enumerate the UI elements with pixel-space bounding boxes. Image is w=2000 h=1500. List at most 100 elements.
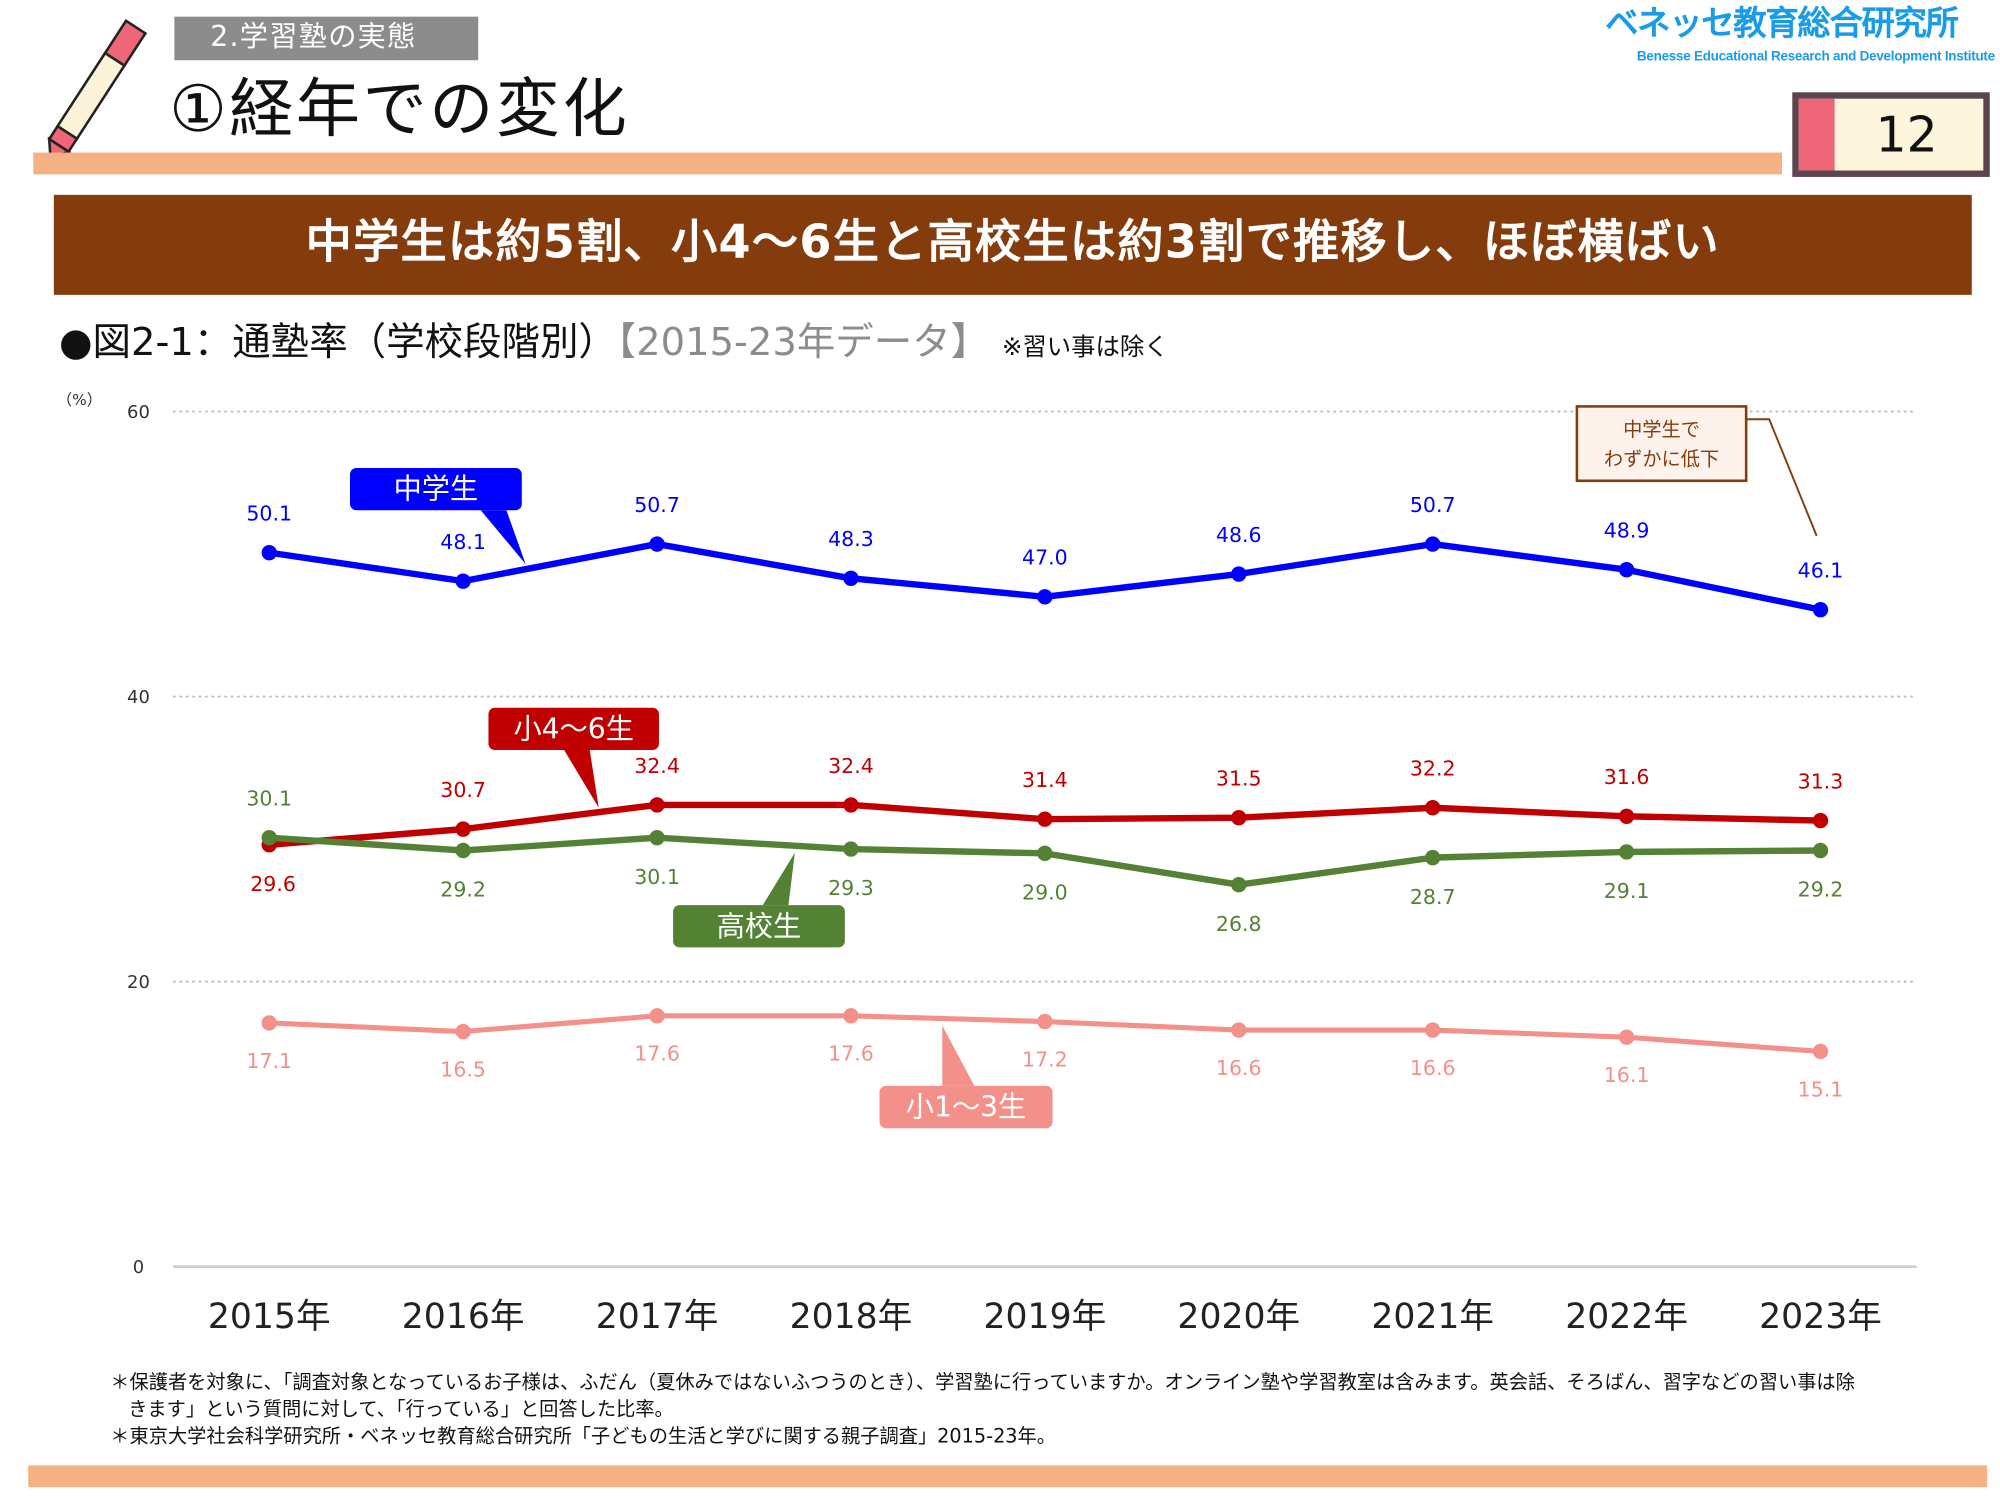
data-point — [455, 1023, 471, 1040]
x-tick-label: 2019年 — [984, 1297, 1107, 1337]
data-point — [1812, 1043, 1829, 1060]
page-number-badge: 12 — [1792, 92, 1990, 177]
callout-pointer — [564, 749, 599, 808]
data-label: 29.3 — [828, 876, 874, 900]
data-point — [649, 797, 665, 813]
data-point — [649, 536, 665, 552]
data-label: 16.6 — [1410, 1056, 1456, 1080]
data-label: 16.6 — [1216, 1056, 1262, 1080]
footnote-1: ＊保護者を対象に、「調査対象となっているお子様は、ふだん（夏休みではないふつうの… — [110, 1370, 1855, 1394]
annotation-box — [1575, 405, 1748, 483]
data-label: 15.1 — [1798, 1077, 1844, 1101]
footnote-1-cont: きます」という質問に対して、「行っている」と回答した比率。 — [128, 1397, 674, 1421]
y-tick-label: 40 — [127, 687, 150, 708]
data-label: 26.8 — [1216, 912, 1262, 936]
y-tick-label: 0 — [133, 1257, 144, 1278]
data-label: 17.2 — [1022, 1047, 1068, 1071]
series-callout — [879, 1085, 1053, 1129]
data-label: 30.1 — [246, 787, 292, 811]
x-tick-label: 2015年 — [208, 1297, 331, 1337]
data-point — [1812, 842, 1829, 859]
data-point — [1812, 601, 1829, 618]
data-label: 32.4 — [634, 754, 680, 778]
data-label: 30.1 — [634, 865, 680, 889]
data-point — [843, 570, 859, 586]
data-point — [1424, 536, 1441, 552]
data-label: 48.9 — [1604, 519, 1650, 543]
x-tick-label: 2020年 — [1177, 1297, 1300, 1337]
series-callout-label: 中学生 — [394, 473, 479, 506]
section-tag: 2.学習塾の実態 — [174, 16, 479, 61]
data-point — [1231, 1022, 1247, 1038]
callout-pointer — [762, 852, 795, 906]
data-label: 48.6 — [1216, 523, 1262, 547]
data-label: 31.4 — [1022, 768, 1068, 792]
data-point — [261, 1015, 277, 1031]
data-point — [649, 1008, 665, 1024]
annotation-text: 中学生で — [1623, 418, 1700, 441]
logo: ベネッセ教育総合研究所 — [1605, 5, 1959, 44]
data-label: 32.4 — [828, 754, 874, 778]
data-label: 29.2 — [440, 878, 486, 902]
data-label: 16.5 — [440, 1057, 486, 1081]
data-label: 16.1 — [1604, 1063, 1650, 1087]
data-label: 28.7 — [1410, 885, 1456, 909]
data-label: 50.7 — [1410, 493, 1456, 517]
data-point — [455, 842, 471, 859]
figure-title: ●図2-1：通塾率（学校段階別）【2015-23年データ】 ※習い事は除く — [59, 318, 1169, 373]
data-label: 30.7 — [440, 778, 486, 802]
data-point — [1618, 562, 1635, 578]
data-point — [261, 829, 277, 846]
series-callout-label: 小1～3生 — [906, 1091, 1026, 1124]
data-label: 50.1 — [246, 502, 292, 526]
series-callout — [673, 905, 845, 948]
series-callout-label: 高校生 — [717, 910, 802, 943]
data-point — [1037, 589, 1053, 605]
data-label: 31.5 — [1216, 767, 1262, 791]
data-point — [1618, 1029, 1635, 1045]
annotation-leader — [1746, 418, 1818, 537]
data-point — [1618, 808, 1635, 824]
data-point — [1424, 1022, 1441, 1038]
data-label: 47.0 — [1022, 546, 1068, 570]
data-point — [843, 841, 859, 857]
y-axis-label: （%） — [57, 391, 102, 409]
x-tick-label: 2023年 — [1759, 1297, 1882, 1337]
logo-subtitle: Benesse Educational Research and Develop… — [1636, 48, 1995, 65]
data-point — [455, 573, 471, 589]
data-point — [843, 797, 859, 813]
callout-pointer — [480, 510, 526, 565]
data-label: 17.1 — [246, 1049, 292, 1073]
data-point — [261, 544, 277, 561]
data-label: 29.0 — [1022, 881, 1068, 905]
series-callout — [349, 467, 522, 511]
data-point — [843, 1008, 859, 1024]
series-line-2 — [269, 834, 1821, 888]
data-label: 31.6 — [1604, 765, 1650, 789]
data-label: 29.6 — [250, 872, 296, 896]
data-label: 29.1 — [1604, 879, 1650, 903]
data-label: 46.1 — [1798, 559, 1844, 583]
figure-title-note: ※習い事は除く — [1001, 333, 1169, 362]
x-tick-label: 2018年 — [790, 1297, 913, 1337]
data-label: 31.3 — [1798, 770, 1844, 794]
data-label: 29.2 — [1798, 878, 1844, 902]
data-label: 50.7 — [634, 493, 680, 517]
y-tick-label: 60 — [127, 402, 150, 423]
headline-banner: 中学生は約5割、小4～6生と高校生は約3割で推移し、ほぼ横ばい — [53, 194, 1972, 295]
data-label: 17.6 — [828, 1042, 874, 1066]
figure-title-main: ●図2-1：通塾率（学校段階別） — [58, 320, 617, 366]
footnote-2: ＊東京大学社会科学研究所・ベネッセ教育総合研究所「子どもの生活と学びに関する親子… — [110, 1424, 1057, 1448]
y-tick-label: 20 — [127, 972, 150, 993]
x-tick-label: 2017年 — [596, 1297, 719, 1337]
annotation-text: わずかに低下 — [1604, 447, 1719, 470]
callout-pointer — [942, 1025, 975, 1086]
data-point — [1231, 877, 1247, 893]
x-tick-label: 2021年 — [1371, 1297, 1494, 1337]
data-point — [649, 829, 665, 846]
data-point — [1618, 844, 1635, 860]
data-point — [1037, 811, 1053, 827]
data-point — [1231, 566, 1247, 582]
